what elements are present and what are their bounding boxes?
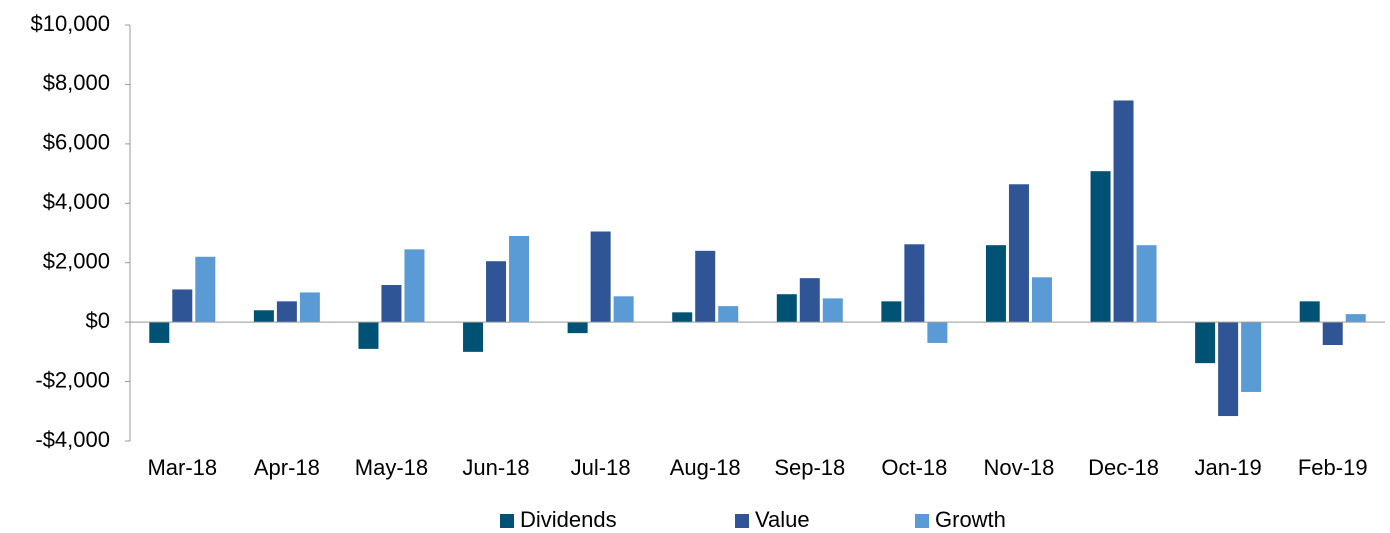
- bar: [172, 289, 193, 323]
- bar: [799, 278, 820, 323]
- bar: [822, 298, 843, 323]
- bar: [881, 301, 902, 323]
- legend-swatch: [500, 514, 514, 528]
- bar: [276, 301, 297, 323]
- x-tick-label: Feb-19: [1298, 455, 1368, 480]
- bar: [776, 294, 797, 323]
- bar: [985, 245, 1006, 323]
- bar: [1299, 301, 1320, 323]
- bar: [381, 285, 402, 323]
- x-tick-label: Sep-18: [774, 455, 845, 480]
- x-tick-label: Dec-18: [1088, 455, 1159, 480]
- y-tick-label: $6,000: [43, 130, 110, 155]
- bar: [1136, 245, 1157, 323]
- bar: [486, 261, 507, 323]
- bar: [299, 292, 320, 323]
- y-tick-label: $4,000: [43, 189, 110, 214]
- legend-label: Value: [755, 507, 810, 532]
- bar: [463, 322, 484, 352]
- y-tick-label: -$4,000: [35, 427, 110, 452]
- bar: [1090, 171, 1111, 323]
- y-tick-label: $2,000: [43, 249, 110, 274]
- bar: [695, 250, 716, 323]
- bar: [509, 235, 530, 323]
- bar: [195, 256, 216, 323]
- x-tick-label: Mar-18: [147, 455, 217, 480]
- bar: [1345, 314, 1366, 323]
- bar: [1031, 277, 1052, 323]
- bar: [1195, 322, 1216, 364]
- x-tick-label: Nov-18: [983, 455, 1054, 480]
- x-tick-label: Jul-18: [571, 455, 631, 480]
- y-tick-label: $8,000: [43, 70, 110, 95]
- bar: [358, 322, 379, 349]
- bar: [1218, 322, 1239, 417]
- bar: [672, 312, 693, 323]
- x-tick-label: Oct-18: [881, 455, 947, 480]
- bar: [904, 244, 925, 323]
- x-tick-label: Apr-18: [254, 455, 320, 480]
- x-tick-label: Aug-18: [670, 455, 741, 480]
- y-tick-label: -$2,000: [35, 367, 110, 392]
- legend-label: Growth: [935, 507, 1006, 532]
- bar: [567, 322, 588, 334]
- legend-label: Dividends: [520, 507, 617, 532]
- bar: [613, 296, 634, 323]
- bar: [1322, 322, 1343, 346]
- bar: [927, 322, 948, 343]
- bar: [1241, 322, 1262, 392]
- x-tick-label: Jun-18: [462, 455, 529, 480]
- bar: [1008, 184, 1029, 323]
- bar: [149, 322, 170, 343]
- y-tick-label: $0: [86, 308, 110, 333]
- bar: [253, 310, 274, 323]
- bar: [590, 231, 611, 323]
- bar: [718, 306, 739, 323]
- y-tick-label: $10,000: [30, 11, 110, 36]
- bar: [404, 249, 425, 323]
- x-tick-label: May-18: [355, 455, 428, 480]
- legend-swatch: [915, 514, 929, 528]
- legend-swatch: [735, 514, 749, 528]
- x-tick-label: Jan-19: [1194, 455, 1261, 480]
- bar: [1113, 100, 1134, 323]
